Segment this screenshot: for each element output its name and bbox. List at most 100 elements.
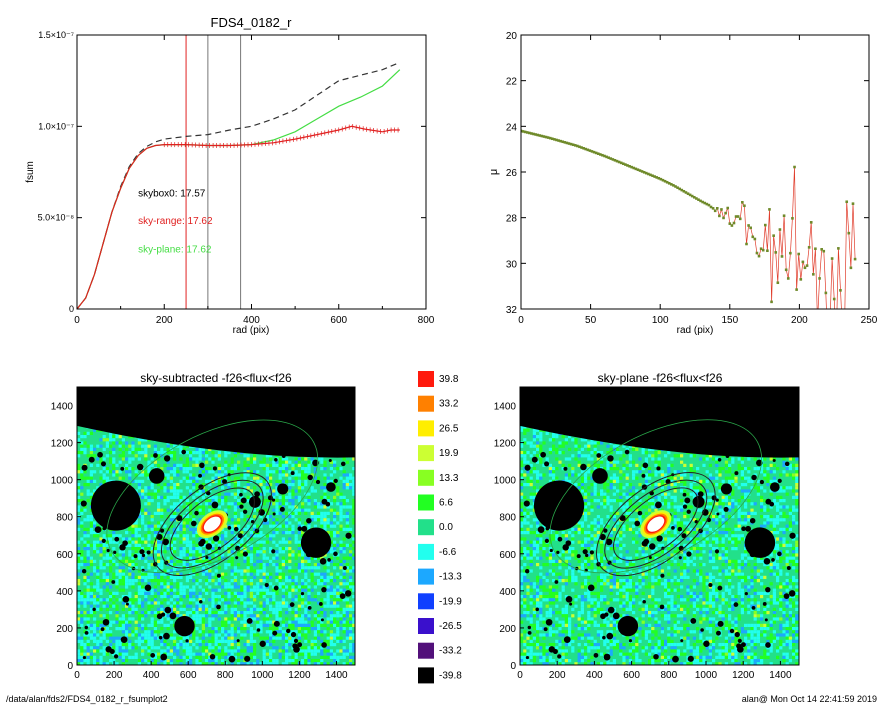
noise-pixel [189, 467, 193, 471]
noise-pixel [77, 495, 81, 499]
noise-pixel [326, 636, 330, 640]
noise-pixel [301, 579, 305, 583]
noise-pixel [137, 483, 141, 487]
noise-pixel [198, 614, 202, 618]
noise-pixel [176, 585, 180, 589]
source-mask [300, 592, 305, 596]
noise-pixel [211, 508, 215, 512]
noise-pixel [201, 451, 205, 455]
noise-pixel [160, 467, 164, 471]
noise-pixel [195, 582, 199, 586]
noise-pixel [285, 495, 289, 499]
noise-pixel [323, 579, 327, 583]
noise-pixel [169, 575, 173, 579]
noise-pixel [144, 591, 148, 595]
noise-pixel [275, 550, 279, 554]
noise-pixel [320, 579, 324, 583]
noise-pixel [329, 547, 333, 551]
noise-pixel [198, 451, 202, 455]
noise-pixel [96, 534, 100, 538]
noise-pixel [173, 607, 177, 611]
noise-pixel [345, 614, 349, 618]
noise-pixel [86, 572, 90, 576]
noise-pixel [198, 505, 202, 509]
noise-pixel [77, 649, 81, 653]
mu-point [551, 137, 554, 141]
noise-pixel [109, 604, 113, 608]
noise-pixel [339, 614, 343, 618]
noise-pixel [160, 515, 164, 519]
noise-pixel [307, 601, 311, 605]
noise-pixel [237, 483, 241, 487]
noise-pixel [176, 527, 180, 531]
noise-pixel [195, 655, 199, 659]
noise-pixel [125, 559, 129, 563]
noise-pixel [195, 543, 199, 547]
noise-pixel [80, 444, 84, 448]
noise-pixel [262, 655, 266, 659]
noise-pixel [99, 553, 103, 557]
noise-pixel [307, 659, 311, 663]
noise-pixel [125, 614, 129, 618]
noise-pixel [269, 479, 273, 483]
noise-pixel [102, 633, 106, 637]
noise-pixel [230, 556, 234, 560]
noise-pixel [281, 649, 285, 653]
source-mask [114, 536, 120, 542]
noise-pixel [83, 604, 87, 608]
noise-pixel [189, 591, 193, 595]
noise-pixel [86, 579, 90, 583]
noise-pixel [214, 547, 218, 551]
noise-pixel [80, 563, 84, 567]
noise-pixel [230, 662, 234, 665]
noise-pixel [169, 662, 173, 665]
noise-pixel [217, 543, 221, 547]
noise-pixel [185, 486, 189, 490]
noise-pixel [83, 447, 87, 451]
noise-pixel [160, 495, 164, 499]
noise-pixel [80, 508, 84, 512]
noise-pixel [243, 588, 247, 592]
noise-pixel [102, 636, 106, 640]
noise-pixel [131, 633, 135, 637]
noise-pixel [256, 607, 260, 611]
noise-pixel [201, 649, 205, 653]
noise-pixel [249, 534, 253, 538]
noise-pixel [176, 502, 180, 506]
noise-pixel [342, 575, 346, 579]
noise-pixel [211, 659, 215, 663]
source-mask [139, 549, 145, 555]
noise-pixel [278, 627, 282, 631]
plot-frame [520, 34, 870, 310]
mu-point [528, 131, 531, 135]
noise-pixel [336, 595, 340, 599]
image-title: sky-subtracted -f26<flux<f26 [140, 371, 292, 385]
noise-pixel [336, 659, 340, 663]
mu-point [713, 209, 717, 213]
noise-pixel [217, 492, 221, 496]
noise-pixel [102, 630, 106, 634]
noise-pixel [221, 620, 225, 624]
noise-pixel [326, 643, 330, 647]
noise-pixel [339, 639, 343, 643]
mu-point [596, 152, 600, 156]
noise-pixel [313, 649, 317, 653]
noise-pixel [105, 652, 109, 656]
noise-pixel [294, 463, 298, 467]
mu-point [763, 223, 767, 227]
noise-pixel [249, 559, 253, 563]
noise-pixel [205, 572, 209, 576]
noise-pixel [77, 463, 81, 467]
noise-pixel [230, 470, 234, 474]
noise-pixel [195, 524, 199, 528]
source-mask [162, 538, 170, 546]
noise-pixel [326, 511, 330, 515]
noise-pixel [121, 457, 125, 461]
noise-pixel [233, 476, 237, 480]
noise-pixel [320, 652, 324, 656]
noise-pixel [77, 655, 81, 659]
noise-pixel [86, 479, 90, 483]
noise-pixel [185, 604, 189, 608]
noise-pixel [352, 582, 355, 586]
noise-pixel [83, 598, 87, 602]
